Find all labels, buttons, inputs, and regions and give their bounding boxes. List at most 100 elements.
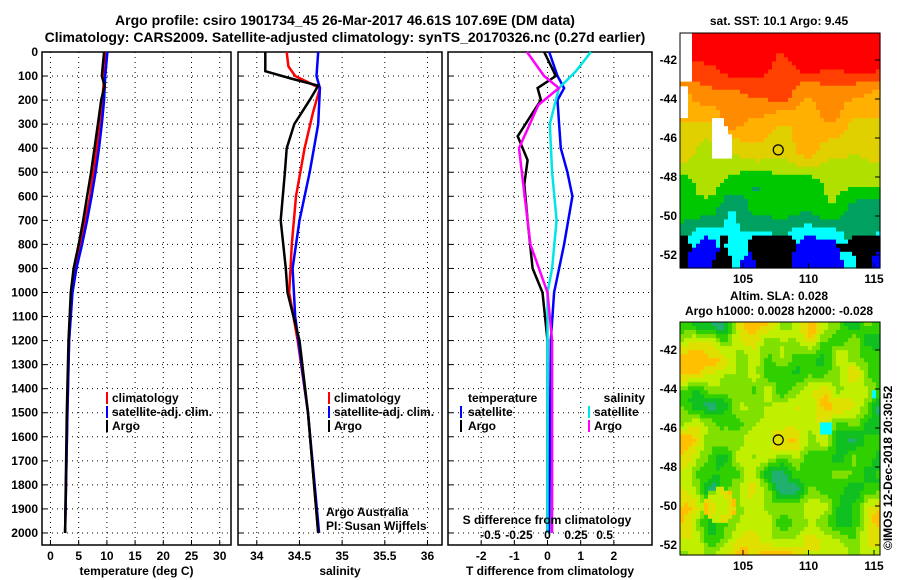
map-cell: [780, 69, 785, 75]
map-cell: [684, 430, 689, 436]
lat-tick-label: -44: [660, 92, 678, 106]
map-cell: [768, 326, 773, 331]
map-cell: [872, 110, 877, 115]
map-cell: [804, 394, 809, 399]
lat-tick-label: -50: [660, 209, 678, 223]
map-cell: [744, 410, 749, 415]
map-cell: [844, 130, 849, 135]
map-cell: [728, 534, 733, 540]
map-cell: [700, 243, 705, 249]
map-cell: [728, 394, 733, 399]
map-cell: [752, 219, 757, 225]
map-cell: [872, 243, 877, 249]
map-cell: [724, 122, 729, 127]
map-cell: [784, 255, 789, 261]
map-cell: [692, 530, 697, 536]
map-cell: [720, 366, 725, 371]
map-cell: [752, 166, 757, 172]
map-cell: [724, 518, 729, 524]
map-cell: [868, 239, 873, 245]
map-cell: [828, 37, 833, 42]
map-cell: [792, 534, 797, 540]
map-cell: [780, 166, 785, 172]
map-cell: [688, 414, 693, 419]
map-cell: [752, 490, 757, 496]
map-cell: [760, 150, 765, 156]
map-cell: [724, 522, 729, 528]
map-cell: [740, 203, 745, 208]
map-cell: [784, 478, 789, 484]
map-cell: [808, 231, 813, 237]
map-cell: [824, 231, 829, 237]
map-cell: [708, 462, 713, 468]
map-cell: [788, 454, 793, 460]
map-cell: [696, 191, 701, 196]
map-cell: [704, 438, 709, 444]
map-cell: [744, 105, 749, 111]
map-cell: [740, 394, 745, 399]
map-cell: [784, 334, 789, 339]
x-tick-label: 30: [213, 549, 227, 563]
map-cell: [748, 362, 753, 367]
map-cell: [808, 33, 813, 38]
map-cell: [824, 65, 829, 71]
map-cell: [712, 406, 717, 411]
map-cell: [776, 45, 781, 50]
map-cell: [756, 354, 761, 359]
map-cell: [700, 382, 705, 387]
map-cell: [700, 522, 705, 528]
map-cell: [792, 494, 797, 500]
map-cell: [836, 65, 841, 71]
map-cell: [716, 486, 721, 492]
map-cell: [808, 114, 813, 119]
map-cell: [796, 227, 801, 233]
map-cell: [768, 243, 773, 249]
map-cell: [684, 506, 689, 512]
map-cell: [760, 251, 765, 257]
map-cell: [800, 402, 805, 407]
map-cell: [864, 170, 869, 176]
map-cell: [808, 239, 813, 245]
map-cell: [688, 498, 693, 504]
map-cell: [684, 215, 689, 220]
map-cell: [756, 223, 761, 229]
map-cell: [720, 414, 725, 419]
map-cell: [788, 219, 793, 225]
map-cell: [860, 259, 865, 265]
map-cell: [844, 146, 849, 152]
map-cell: [748, 506, 753, 512]
map-cell: [704, 178, 709, 184]
map-cell: [680, 223, 685, 229]
map-cell: [844, 191, 849, 196]
map-cell: [716, 410, 721, 415]
map-cell: [792, 334, 797, 339]
map-cell: [748, 243, 753, 249]
map-cell: [728, 53, 733, 58]
map-cell: [680, 422, 685, 427]
map-cell: [736, 122, 741, 127]
map-cell: [800, 207, 805, 212]
map-cell: [692, 378, 697, 383]
map-cell: [788, 362, 793, 367]
map-cell: [712, 482, 717, 488]
map-cell: [812, 126, 817, 131]
map-cell: [688, 101, 693, 107]
map-cell: [840, 187, 845, 192]
map-cell: [736, 73, 741, 79]
map-cell: [796, 158, 801, 164]
map-cell: [876, 154, 881, 160]
map-cell: [804, 158, 809, 164]
map-cell: [784, 542, 789, 548]
map-cell: [712, 462, 717, 468]
map-cell: [772, 326, 777, 331]
map-cell: [744, 342, 749, 347]
map-cell: [756, 122, 761, 127]
map-cell: [860, 53, 865, 58]
map-cell: [720, 191, 725, 196]
map-cell: [876, 223, 881, 229]
map-cell: [752, 134, 757, 139]
map-cell: [848, 239, 853, 245]
map-cell: [716, 187, 721, 192]
map-cell: [844, 142, 849, 148]
map-cell: [712, 85, 717, 91]
